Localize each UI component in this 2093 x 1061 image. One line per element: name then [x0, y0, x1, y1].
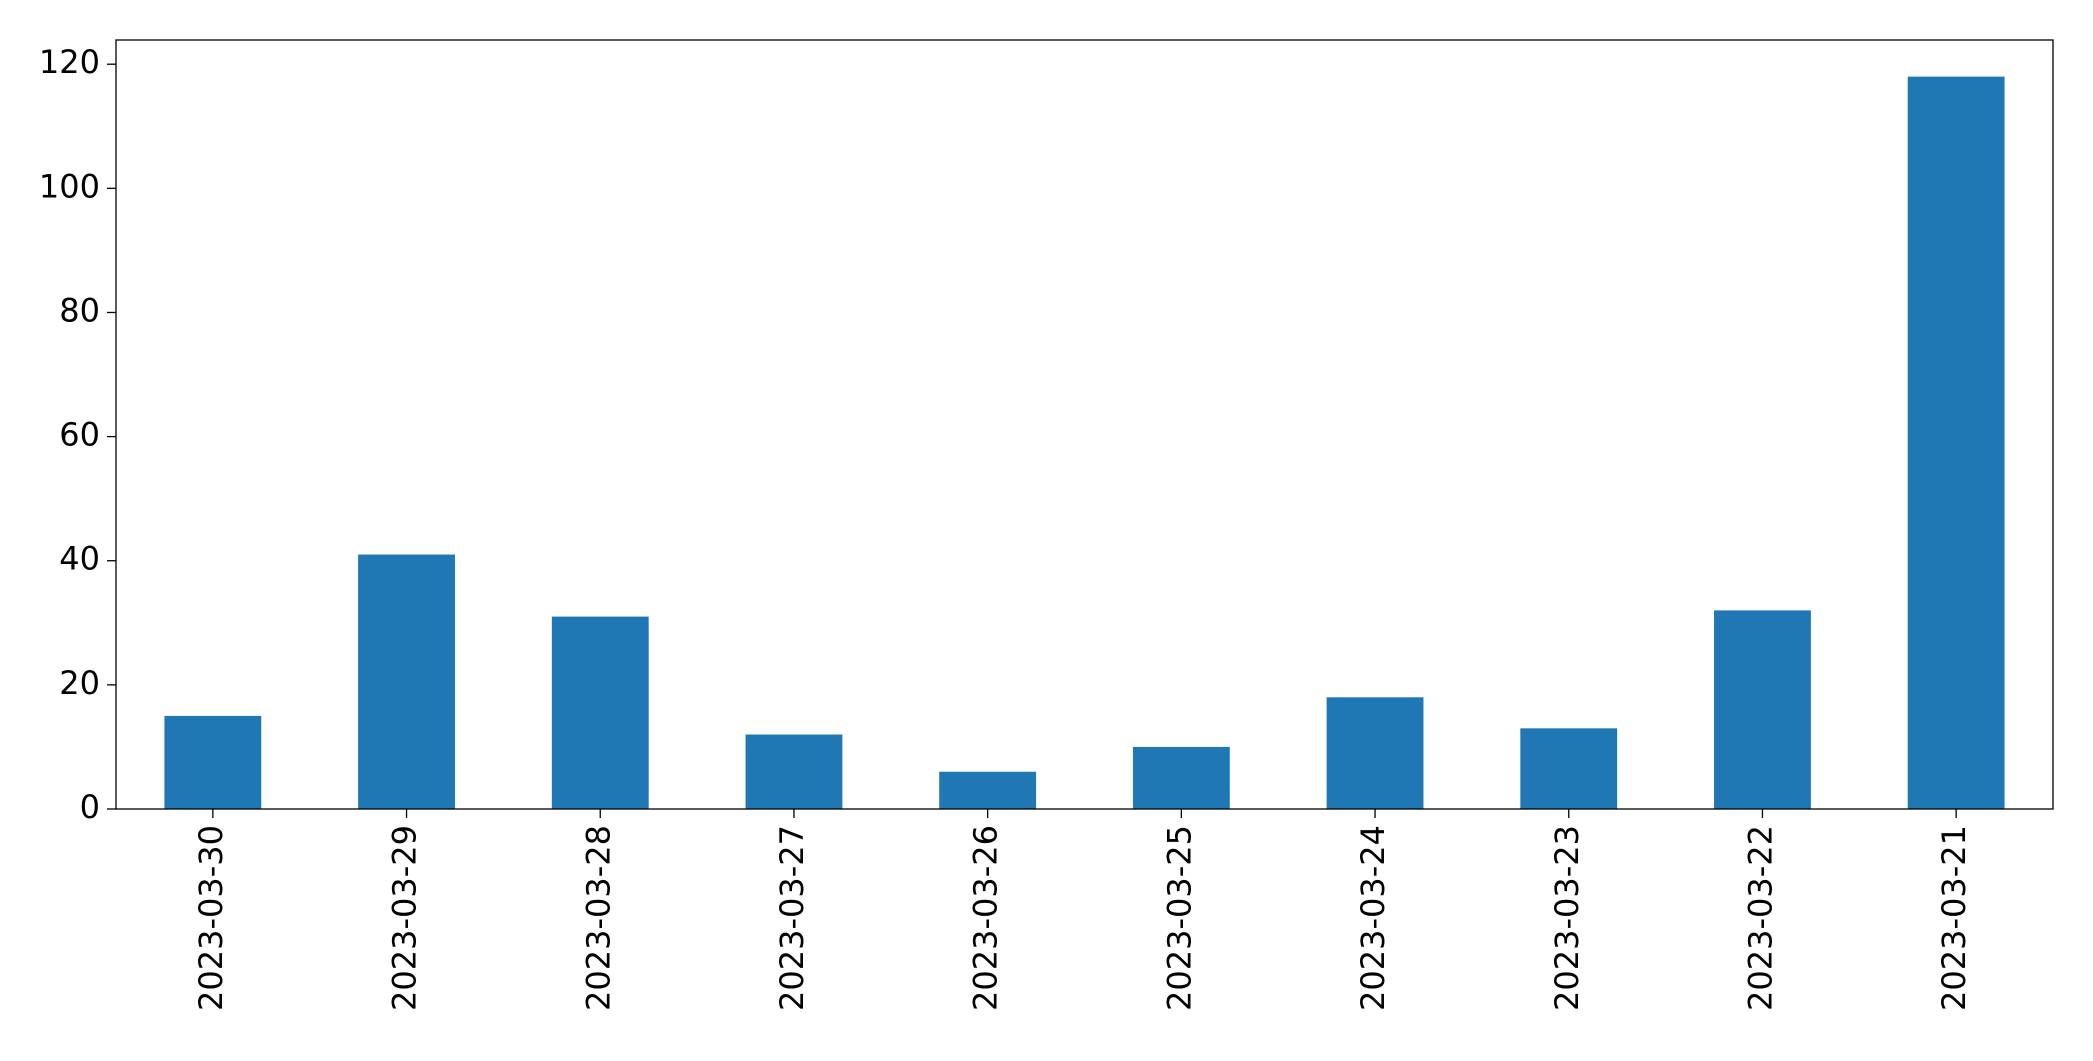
bar — [551, 616, 649, 809]
x-tick-label: 2023-03-23 — [1548, 825, 1586, 1011]
x-tick-label: 2023-03-28 — [579, 825, 617, 1011]
x-tick-label: 2023-03-26 — [967, 825, 1005, 1011]
x-tick-label: 2023-03-30 — [192, 825, 230, 1011]
y-tick-label: 40 — [59, 540, 100, 578]
bar — [1714, 610, 1811, 809]
bar — [1520, 728, 1618, 809]
y-tick-label: 100 — [39, 167, 100, 205]
plot-frame — [115, 39, 2054, 810]
bar — [1326, 697, 1424, 809]
x-tick-label: 2023-03-29 — [386, 825, 424, 1011]
y-tick-label: 0 — [80, 788, 100, 826]
y-tick-label: 60 — [59, 416, 100, 454]
x-tick-label: 2023-03-25 — [1160, 825, 1198, 1011]
bar — [164, 715, 262, 809]
x-tick-label: 2023-03-24 — [1354, 825, 1392, 1011]
y-tick-label: 120 — [39, 43, 100, 81]
bar — [1132, 746, 1230, 809]
bar — [745, 734, 843, 809]
y-tick-label: 80 — [59, 291, 100, 329]
bar — [1907, 76, 2005, 810]
x-tick-label: 2023-03-21 — [1935, 825, 1973, 1011]
bar — [358, 554, 455, 809]
x-tick-label: 2023-03-22 — [1741, 825, 1779, 1011]
y-tick-label: 20 — [59, 664, 100, 702]
x-tick-label: 2023-03-27 — [773, 825, 811, 1011]
bar — [939, 771, 1037, 809]
